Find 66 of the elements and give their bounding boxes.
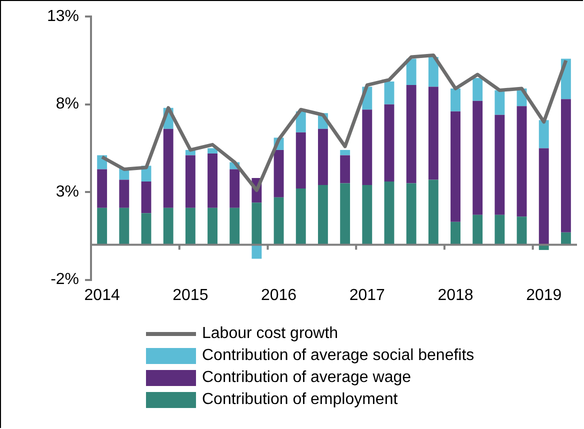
bar xyxy=(450,111,460,222)
bar xyxy=(406,58,416,86)
bar xyxy=(296,188,306,245)
bar xyxy=(141,213,152,245)
bar xyxy=(384,82,394,104)
bar xyxy=(428,86,438,180)
bar xyxy=(428,180,438,245)
legend-label: Contribution of average social benefits xyxy=(202,347,474,365)
bar xyxy=(318,185,328,245)
bar xyxy=(340,155,350,184)
bar xyxy=(384,104,394,182)
bar xyxy=(185,208,196,245)
legend-label: Contribution of employment xyxy=(202,391,398,409)
legend-label: Contribution of average wage xyxy=(202,369,412,387)
y-tick-label: 13% xyxy=(46,8,80,26)
bar xyxy=(252,244,262,259)
bar xyxy=(428,56,438,87)
bar xyxy=(494,214,505,245)
bar xyxy=(340,150,350,156)
bar xyxy=(362,110,372,186)
legend-label: Labour cost growth xyxy=(202,325,338,343)
bar xyxy=(252,202,262,245)
bar xyxy=(472,78,483,101)
bar xyxy=(472,214,483,245)
bar xyxy=(274,197,284,245)
bar xyxy=(163,208,174,245)
bar xyxy=(560,99,571,232)
bar xyxy=(538,120,549,148)
bar xyxy=(362,185,372,245)
x-tick-label: 2018 xyxy=(438,286,474,304)
bar xyxy=(340,183,350,245)
bar xyxy=(163,128,174,208)
bar xyxy=(494,114,505,215)
bar xyxy=(208,208,218,245)
bar xyxy=(406,183,416,245)
bar xyxy=(472,100,483,215)
bar xyxy=(230,208,240,245)
bar xyxy=(119,208,130,245)
x-tick-label: 2019 xyxy=(526,286,562,304)
y-tick-label: 8% xyxy=(56,96,80,113)
bar xyxy=(450,88,460,112)
bar xyxy=(450,222,460,245)
bar xyxy=(230,169,240,208)
bar xyxy=(185,155,196,208)
bar xyxy=(560,232,571,245)
bar xyxy=(406,85,416,184)
x-tick-label: 2017 xyxy=(349,286,386,304)
bar xyxy=(296,132,306,189)
bar xyxy=(516,216,527,245)
bar xyxy=(208,148,218,154)
y-tick-label: 3% xyxy=(56,183,80,200)
x-tick-label: 2015 xyxy=(172,286,208,304)
bar xyxy=(318,128,328,186)
bar xyxy=(141,182,152,214)
bar xyxy=(97,208,108,245)
bar xyxy=(538,148,549,245)
x-tick-label: 2014 xyxy=(84,286,120,304)
x-tick-label: 2016 xyxy=(260,286,297,304)
y-tick-label: -2% xyxy=(50,271,80,288)
bar xyxy=(208,153,218,208)
bar xyxy=(119,180,130,208)
bar xyxy=(516,106,527,217)
bar xyxy=(274,150,284,198)
bar xyxy=(384,182,394,245)
bar xyxy=(97,169,108,208)
bar xyxy=(494,90,505,115)
